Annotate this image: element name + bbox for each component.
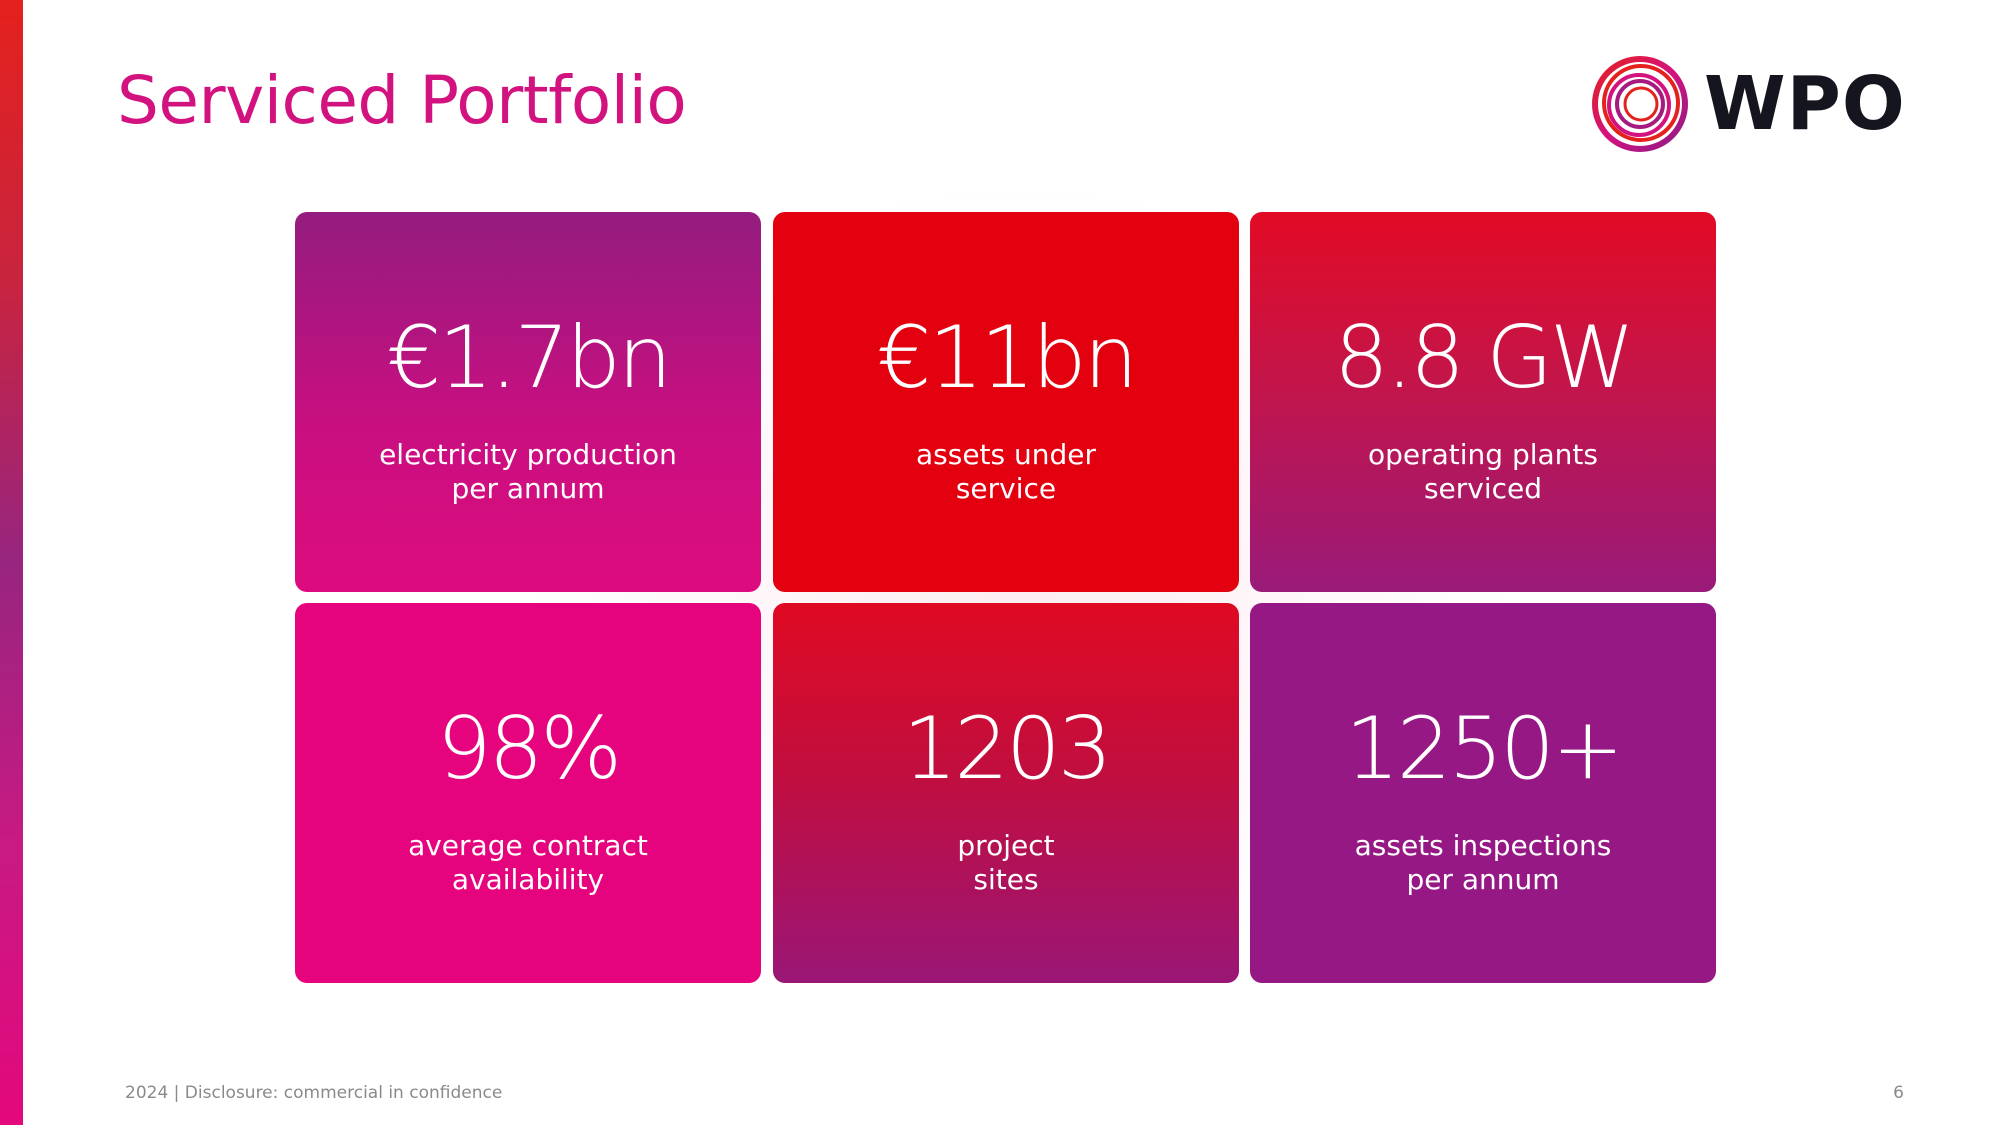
stat-value: 1203 [902,699,1113,799]
stats-grid: €1.7bn electricity production per annum … [295,212,1716,983]
stat-caption: operating plants serviced [1367,438,1598,505]
stat-value: 8.8 GW [1334,308,1635,408]
footer-disclosure: 2024 | Disclosure: commercial in confide… [125,1083,503,1103]
stat-tile-project-sites: 1203 project sites [773,603,1239,983]
stat-caption: project sites [957,829,1055,896]
stat-value: €11bn [876,308,1138,408]
page-number: 6 [1893,1083,1904,1103]
stat-caption: assets under service [915,438,1097,505]
stat-value: 1250+ [1345,699,1624,799]
stat-tile-contract-availability: 98% average contract availability [295,603,761,983]
logo-text: WPO [1704,61,1906,147]
slide-title: Serviced Portfolio [117,62,687,139]
stat-tile-asset-inspections: 1250+ assets inspections per annum [1250,603,1716,983]
stat-tile-electricity-production: €1.7bn electricity production per annum [295,212,761,592]
side-accent-bar [0,0,23,1125]
stat-caption: assets inspections per annum [1354,829,1612,896]
stat-caption: average contract availability [408,829,648,896]
wpo-logo-icon [1592,56,1688,152]
stat-caption: electricity production per annum [379,438,677,505]
stat-tile-assets-under-service: €11bn assets under service [773,212,1239,592]
stat-value: 98% [436,699,622,799]
stat-value: €1.7bn [386,308,673,408]
stat-tile-operating-plants: 8.8 GW operating plants serviced [1250,212,1716,592]
wpo-logo: WPO [1590,52,1906,156]
